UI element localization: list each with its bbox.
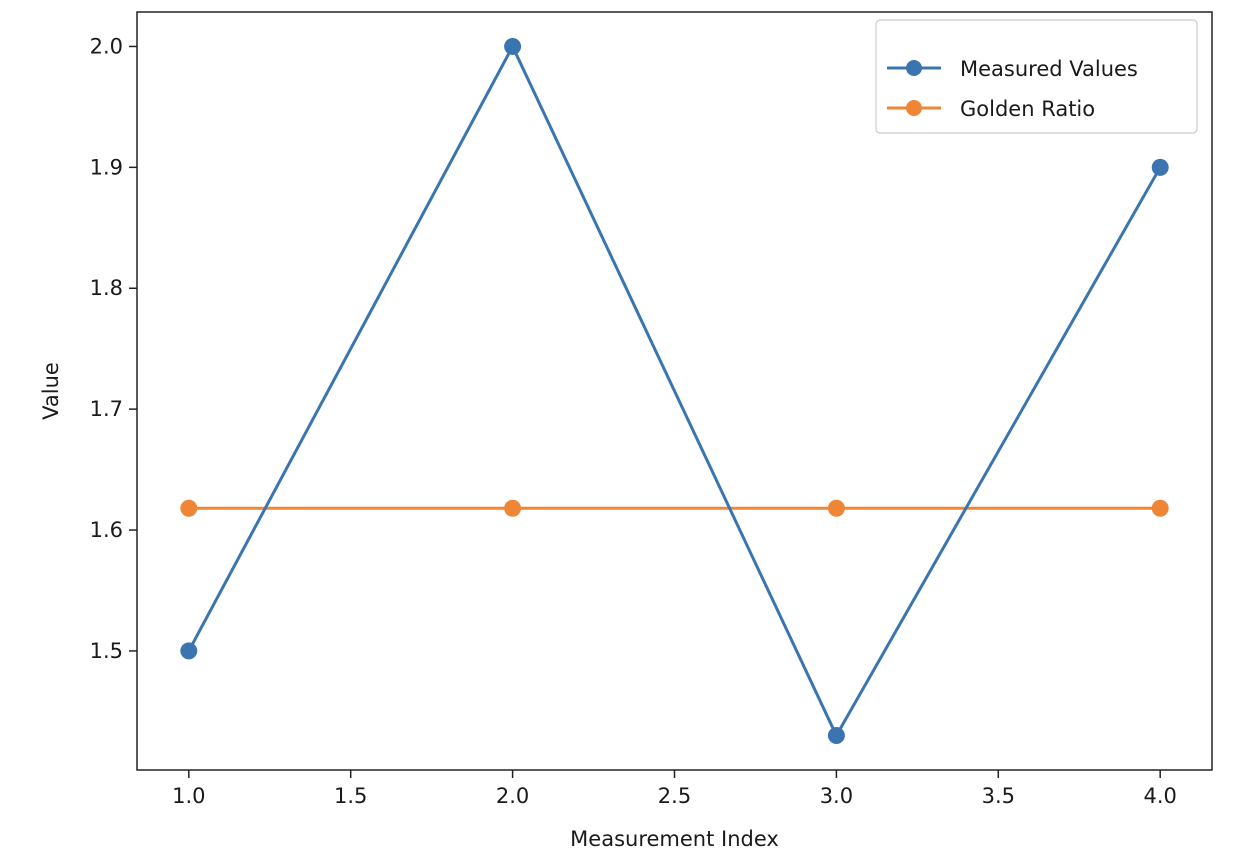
x-tick-label: 4.0	[1143, 784, 1176, 808]
legend-marker-measured-values	[906, 60, 922, 76]
data-point-golden-ratio	[504, 499, 522, 517]
legend: Measured Values Golden Ratio	[875, 19, 1198, 134]
series-golden-ratio	[180, 499, 1169, 517]
x-tick-label: 2.5	[658, 784, 691, 808]
data-point-measured-values	[1151, 158, 1169, 176]
y-tick-label: 1.5	[90, 639, 123, 663]
x-tick-label: 3.5	[982, 784, 1015, 808]
data-point-measured-values	[180, 642, 198, 660]
x-tick-label: 2.0	[496, 784, 529, 808]
data-point-golden-ratio	[1151, 499, 1169, 517]
x-tick-label: 1.5	[334, 784, 367, 808]
y-tick-label: 1.8	[90, 276, 123, 300]
x-tick-label: 1.0	[172, 784, 205, 808]
y-tick-label: 1.7	[90, 397, 123, 421]
legend-entry-golden-ratio: Golden Ratio	[887, 97, 1095, 121]
y-tick-label: 1.6	[90, 518, 123, 542]
legend-label-measured-values: Measured Values	[960, 57, 1138, 81]
x-axis-title: Measurement Index	[570, 827, 779, 851]
legend-marker-golden-ratio	[906, 100, 922, 116]
data-point-golden-ratio	[827, 499, 845, 517]
legend-label-golden-ratio: Golden Ratio	[960, 97, 1095, 121]
y-tick-label: 2.0	[90, 34, 123, 58]
legend-entry-measured-values: Measured Values	[887, 57, 1138, 81]
y-tick-label: 1.9	[90, 155, 123, 179]
y-axis: 1.5 1.6 1.7 1.8 1.9 2.0	[90, 34, 137, 663]
x-tick-label: 3.0	[820, 784, 853, 808]
y-axis-title: Value	[39, 362, 63, 420]
series-measured-values	[180, 37, 1169, 745]
series-layer	[180, 37, 1169, 745]
series-line-measured-values	[187, 44, 1162, 738]
data-point-measured-values	[827, 727, 845, 745]
x-axis: 1.0 1.5 2.0 2.5 3.0 3.5 4.0	[172, 770, 1177, 808]
legend-box	[875, 19, 1198, 134]
data-point-golden-ratio	[180, 499, 198, 517]
data-point-measured-values	[504, 37, 522, 55]
